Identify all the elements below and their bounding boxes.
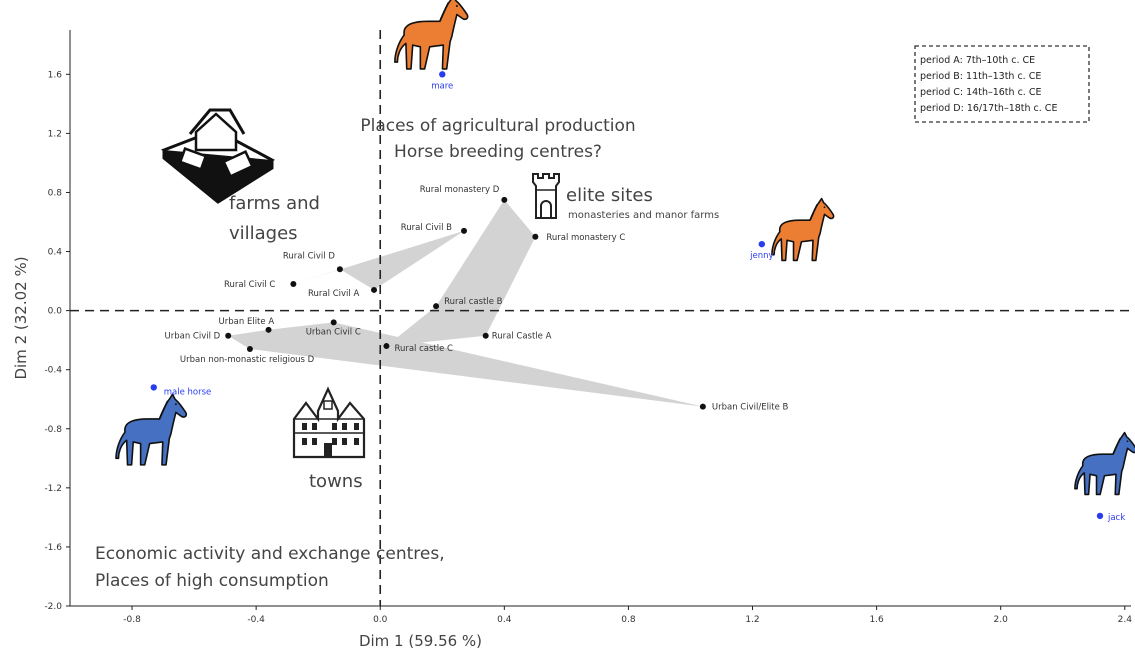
annotation-farms-line-2: villages	[229, 223, 298, 244]
data-point	[383, 343, 390, 350]
annotation-farms-line-1: farms and	[229, 193, 320, 214]
town-icon	[292, 386, 366, 459]
data-point-label: Urban Civil/Elite B	[712, 403, 789, 413]
y-tick-label: 1.2	[48, 129, 62, 139]
data-point-label: Rural Castle A	[492, 332, 552, 342]
y-tick-label: 0.4	[48, 248, 63, 258]
orange-horse-icon	[394, 0, 469, 70]
data-point	[290, 281, 297, 288]
blue-donkey-icon	[1074, 431, 1135, 496]
blue-horse-icon	[115, 393, 188, 466]
annotation-bottom-line-1: Economic activity and exchange centres,	[95, 544, 445, 564]
data-point	[501, 196, 508, 203]
cluster-polygon-3	[228, 322, 703, 407]
data-point-label: Rural castle B	[444, 297, 503, 307]
data-point-label: Rural Civil C	[224, 280, 275, 290]
y-tick-label: -1.6	[44, 543, 62, 553]
data-point	[246, 346, 253, 353]
data-point	[265, 326, 272, 333]
supplementary-label: jenny	[749, 251, 773, 261]
data-point	[460, 227, 467, 234]
x-tick-label: 0.4	[497, 615, 512, 625]
data-point-label: Rural monastery C	[546, 233, 625, 243]
legend-entry: period C: 14th–16th c. CE	[920, 87, 1041, 98]
data-point-label: Rural Civil B	[401, 223, 452, 233]
supplementary-point	[1096, 512, 1104, 520]
supplementary-point	[758, 240, 766, 248]
farm-icon	[161, 108, 275, 204]
x-axis-label: Dim 1 (59.56 %)	[359, 632, 482, 650]
data-point	[371, 286, 378, 293]
data-point-label: Urban Elite A	[219, 317, 275, 327]
icons	[115, 0, 1135, 496]
data-point-label: Rural castle C	[394, 344, 453, 354]
data-point	[482, 332, 489, 339]
annotation-towns: towns	[309, 471, 363, 492]
y-tick-label: 0.0	[48, 307, 63, 317]
orange-donkey-icon	[771, 197, 835, 262]
data-point	[225, 332, 232, 339]
data-point-label: Urban non-monastic religious D	[180, 355, 315, 365]
supplementary-label: mare	[431, 81, 453, 91]
axes: -0.8 -0.4 0.0 0.4 0.8 1.2 1.6 2.0 2.4 -2.0 -1.6 -1.…	[12, 30, 1132, 650]
legend-entry: period A: 7th–10th c. CE	[920, 55, 1035, 66]
reference-lines	[70, 30, 1131, 606]
legend-box	[914, 45, 1090, 123]
y-tick-label: -0.4	[44, 366, 62, 376]
legend-entry: period B: 11th–13th c. CE	[920, 71, 1041, 82]
data-point	[699, 403, 706, 410]
cluster-polygon-1	[293, 230, 464, 290]
annotation-elite-subtitle: monasteries and manor farms	[568, 210, 719, 221]
cluster-polygon-2	[386, 199, 536, 347]
y-tick-label: 1.6	[48, 70, 63, 80]
legend-entry: period D: 16/17th–18th c. CE	[920, 103, 1057, 114]
x-tick-label: -0.4	[247, 615, 265, 625]
data-point	[532, 233, 539, 240]
data-point	[433, 303, 440, 310]
x-tick-label: 2.0	[994, 615, 1009, 625]
data-point-label: Urban Civil D	[165, 332, 221, 342]
data-point-label: Rural monastery D	[420, 185, 500, 195]
data-point-label: Urban Civil C	[306, 327, 361, 337]
y-tick-label: -1.2	[44, 484, 62, 494]
y-axis-label: Dim 2 (32.02 %)	[12, 256, 30, 379]
x-tick-label: 1.2	[745, 615, 759, 625]
supplementary-label: male horse	[164, 387, 212, 397]
data-points: Rural monastery D Rural Civil B Rural mona…	[150, 71, 1125, 523]
cluster-polygons	[228, 199, 703, 407]
data-point	[330, 319, 337, 326]
annotation-top-line-1: Places of agricultural production	[360, 116, 635, 136]
data-point-label: Rural Civil D	[283, 251, 335, 261]
annotation-top-line-2: Horse breeding centres?	[394, 142, 602, 162]
data-point	[336, 266, 343, 273]
y-tick-label: 0.8	[48, 188, 63, 198]
y-tick-label: -2.0	[44, 602, 62, 612]
legend: period A: 7th–10th c. CE period B: 11th–1…	[914, 45, 1090, 123]
x-tick-label: 1.6	[869, 615, 884, 625]
x-tick-label: 0.0	[373, 615, 388, 625]
tower-icon	[532, 173, 560, 219]
annotations: Places of agricultural production Horse b…	[95, 116, 719, 591]
supplementary-point	[150, 384, 157, 391]
annotation-elite-title: elite sites	[566, 185, 653, 206]
x-tick-label: 2.4	[1118, 615, 1133, 625]
annotation-bottom-line-2: Places of high consumption	[95, 571, 329, 591]
y-tick-label: -0.8	[44, 425, 62, 435]
x-tick-label: -0.8	[123, 615, 141, 625]
supplementary-label: jack	[1107, 513, 1125, 523]
supplementary-point	[439, 71, 446, 78]
x-tick-label: 0.8	[621, 615, 636, 625]
data-point-label: Rural Civil A	[308, 289, 359, 299]
